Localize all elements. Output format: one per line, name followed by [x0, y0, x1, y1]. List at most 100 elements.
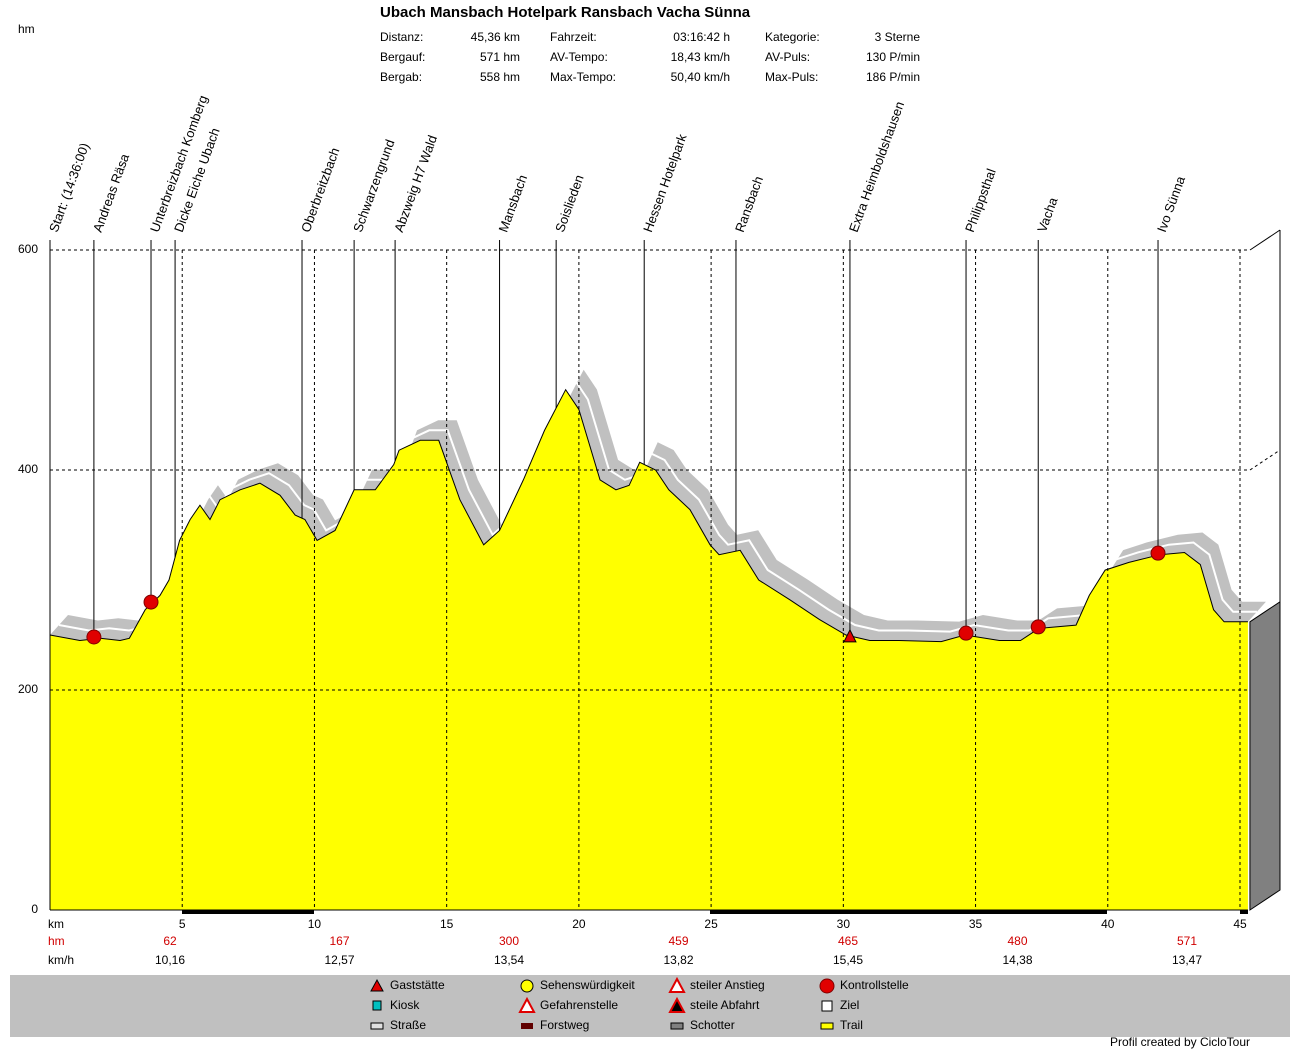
stat-label: Fahrzeit:: [550, 30, 597, 44]
climb-value: 465: [838, 934, 858, 948]
stat-value: 186 P/min: [866, 70, 920, 84]
y-axis-label: hm: [18, 22, 35, 36]
waypoint-label: Extra Heimboldshausen: [846, 99, 907, 234]
waypoint-label: Hessen Hotelpark: [640, 132, 690, 235]
climb-value: 300: [499, 934, 519, 948]
back-edge: [1249, 449, 1281, 471]
x-tick-label: 25: [704, 917, 718, 931]
legend-label: steile Abfahrt: [690, 998, 760, 1012]
y-tick-label: 200: [18, 682, 38, 696]
forest-road: [710, 910, 1107, 914]
chart-title: Ubach Mansbach Hotelpark Ransbach Vacha …: [380, 4, 751, 21]
stat-label: AV-Tempo:: [550, 50, 608, 64]
legend-icon: [821, 1000, 833, 1012]
stat-value: 130 P/min: [866, 50, 920, 64]
speed-row-label: km/h: [48, 953, 74, 967]
stat-label: Distanz:: [380, 30, 423, 44]
waypoint-label: Philippsthal: [962, 166, 999, 234]
stat-value: 558 hm: [480, 70, 520, 84]
stat-label: Kategorie:: [765, 30, 820, 44]
stat-value: 571 hm: [480, 50, 520, 64]
profile-area: [50, 389, 1248, 910]
legend-icon: [521, 1023, 533, 1029]
waypoint-label: Abzweig H7 Wald: [391, 133, 440, 234]
legend-icon: [370, 978, 384, 992]
legend-label: Straße: [390, 1018, 426, 1032]
x-axis-label: km: [48, 917, 64, 931]
speed-value: 10,16: [155, 953, 185, 967]
y-tick-label: 600: [18, 242, 38, 256]
legend-label: Forstweg: [540, 1018, 589, 1032]
stop-icon: [86, 629, 102, 645]
legend-icon: [670, 1022, 684, 1030]
speed-value: 14,38: [1002, 953, 1032, 967]
stat-value: 18,43 km/h: [671, 50, 730, 64]
legend-icon: [668, 996, 686, 1013]
stat-value: 50,40 km/h: [671, 70, 730, 84]
stat-value: 3 Sterne: [875, 30, 921, 44]
climb-value: 480: [1007, 934, 1027, 948]
x-tick-label: 35: [969, 917, 983, 931]
waypoint-label: Schwarzengrund: [350, 137, 397, 234]
legend-label: Ziel: [840, 998, 859, 1012]
forest-road: [1240, 910, 1248, 914]
y-tick-label: 400: [18, 462, 38, 476]
profile-shadow: [50, 369, 1266, 642]
stat-label: Bergauf:: [380, 50, 425, 64]
x-tick-label: 45: [1233, 917, 1247, 931]
stat-label: Max-Tempo:: [550, 70, 616, 84]
legend-box: [10, 975, 1290, 1037]
legend-label: Schotter: [690, 1018, 735, 1032]
x-tick-label: 5: [179, 917, 186, 931]
x-tick-label: 10: [308, 917, 322, 931]
waypoint-label: Ransbach: [732, 174, 766, 234]
waypoint-label: Mansbach: [496, 173, 531, 234]
x-tick-label: 30: [837, 917, 851, 931]
profile-line: [49, 388, 1248, 643]
waypoint-label: Oberbreitzbach: [298, 146, 342, 235]
stat-label: AV-Puls:: [765, 50, 810, 64]
back-edge: [1249, 229, 1281, 251]
legend-icon: [372, 1000, 382, 1011]
speed-value: 13,47: [1172, 953, 1202, 967]
speed-value: 13,82: [663, 953, 693, 967]
stat-label: Bergab:: [380, 70, 422, 84]
legend-label: Gaststätte: [390, 978, 445, 992]
y-tick-label: 0: [31, 902, 38, 916]
legend-label: Kontrollstelle: [840, 978, 909, 992]
legend-label: steiler Anstieg: [690, 978, 765, 992]
legend-label: Sehenswürdigkeit: [540, 978, 635, 992]
legend-icon: [518, 996, 536, 1013]
waypoint-label: Ivo Sünna: [1154, 173, 1188, 234]
waypoint-label: Andreas Räsa: [90, 151, 133, 234]
stop-icon: [1150, 545, 1166, 561]
x-tick-label: 40: [1101, 917, 1115, 931]
legend-icon: [820, 1022, 834, 1030]
waypoint-label: Vacha: [1034, 195, 1061, 235]
side-face: [1249, 600, 1281, 911]
climb-value: 167: [329, 934, 349, 948]
climb-value: 571: [1177, 934, 1197, 948]
x-tick-label: 20: [572, 917, 586, 931]
stat-value: 03:16:42 h: [673, 30, 730, 44]
legend-icon: [520, 979, 534, 993]
waypoint-label: Start: (14:36:00): [46, 141, 92, 234]
stat-label: Max-Puls:: [765, 70, 818, 84]
stop-icon: [143, 594, 159, 610]
speed-value: 12,57: [324, 953, 354, 967]
climb-value: 459: [668, 934, 688, 948]
speed-value: 13,54: [494, 953, 524, 967]
legend-icon: [370, 1022, 384, 1030]
climb-value: 62: [163, 934, 177, 948]
speed-value: 15,45: [833, 953, 863, 967]
stop-icon: [958, 625, 974, 641]
forest-road: [182, 910, 314, 914]
legend-label: Trail: [840, 1018, 863, 1032]
x-tick-label: 15: [440, 917, 454, 931]
legend-label: Gefahrenstelle: [540, 998, 618, 1012]
climb-row-label: hm: [48, 934, 65, 948]
legend-icon: [819, 978, 835, 994]
legend-icon: [668, 976, 686, 993]
